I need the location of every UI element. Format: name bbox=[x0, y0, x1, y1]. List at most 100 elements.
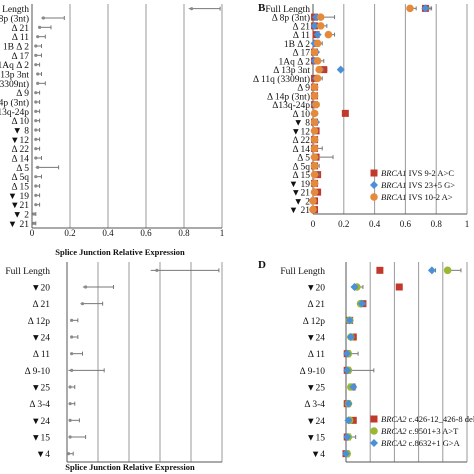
data-point bbox=[310, 135, 319, 144]
legend-label: BRCA2 c.426-12_426-8 delGTTTT bbox=[381, 414, 474, 424]
data-point bbox=[313, 39, 322, 48]
category-label: Δ 12p bbox=[28, 317, 50, 327]
data-point bbox=[309, 197, 317, 205]
data-point bbox=[357, 299, 366, 308]
data-point bbox=[84, 285, 88, 289]
x-tick-label: 0.8 bbox=[431, 219, 443, 229]
data-point bbox=[310, 21, 319, 30]
x-tick-label: 0.2 bbox=[338, 219, 349, 229]
category-label: ▼21 bbox=[291, 189, 310, 199]
data-point bbox=[443, 266, 452, 275]
data-point bbox=[36, 35, 40, 39]
data-point bbox=[345, 316, 354, 325]
category-label: Δ13q-24p bbox=[0, 108, 29, 118]
data-point bbox=[34, 119, 38, 123]
data-point bbox=[343, 433, 352, 441]
data-point bbox=[315, 65, 323, 74]
data-point bbox=[316, 13, 325, 21]
data-point bbox=[32, 212, 36, 216]
data-point bbox=[34, 175, 38, 179]
data-point bbox=[343, 366, 352, 375]
category-label: Δ 10 bbox=[293, 110, 311, 120]
legend-marker bbox=[370, 415, 378, 423]
data-point bbox=[310, 83, 319, 91]
data-point bbox=[395, 283, 403, 291]
category-label: Δ 8p (3nt) bbox=[0, 14, 29, 25]
data-point bbox=[341, 109, 349, 117]
panel-4: Full Length ▼20 Δ 21 Δ 12p ▼24 Δ 11 Δ 9-10 ▼25 Δ… bbox=[258, 259, 474, 463]
category-label: Δ 22 bbox=[293, 136, 311, 146]
data-point bbox=[190, 7, 194, 11]
category-label: Δ 14 bbox=[12, 155, 30, 165]
category-label: ▼ 21 bbox=[289, 206, 311, 216]
category-label: Δ 9-10 bbox=[25, 367, 51, 377]
data-point bbox=[70, 368, 74, 372]
category-label: ▼ 19 bbox=[8, 192, 30, 202]
data-point bbox=[36, 72, 40, 76]
data-point bbox=[324, 30, 333, 39]
category-label: 1B Δ 2 bbox=[284, 40, 310, 50]
data-point bbox=[310, 179, 319, 188]
data-point bbox=[34, 184, 38, 188]
data-point bbox=[310, 170, 319, 179]
data-point bbox=[34, 128, 38, 132]
legend-marker bbox=[370, 169, 378, 177]
data-point bbox=[310, 118, 319, 126]
data-point bbox=[34, 63, 38, 67]
data-point bbox=[80, 302, 85, 306]
category-label: Δ 9 bbox=[297, 84, 310, 94]
x-tick-label: 0.4 bbox=[369, 219, 381, 229]
data-point bbox=[316, 22, 325, 30]
data-point bbox=[36, 81, 40, 85]
data-point bbox=[68, 385, 72, 389]
legend-label: BRCA1 IVS 10-2 A> bbox=[381, 192, 453, 202]
data-point bbox=[336, 65, 345, 74]
data-point bbox=[34, 203, 38, 207]
data-point bbox=[34, 147, 38, 151]
data-point bbox=[155, 268, 159, 272]
data-point bbox=[34, 100, 38, 104]
data-point bbox=[310, 153, 319, 161]
data-point bbox=[344, 399, 353, 408]
category-label: ▼24 bbox=[306, 334, 325, 344]
data-point bbox=[68, 402, 72, 406]
data-point bbox=[34, 44, 38, 48]
category-label: ▼25 bbox=[31, 384, 50, 394]
data-point bbox=[310, 188, 319, 196]
data-point bbox=[344, 416, 353, 425]
category-label: Δ 21 bbox=[12, 24, 30, 34]
category-label: Δ 5q bbox=[293, 162, 311, 172]
data-point bbox=[34, 109, 38, 113]
data-point bbox=[34, 137, 38, 141]
category-label: Δ 22 bbox=[12, 145, 30, 155]
data-point bbox=[310, 127, 319, 135]
x-tick-label: 0.2 bbox=[64, 228, 75, 238]
data-point bbox=[406, 4, 414, 13]
data-point bbox=[32, 221, 36, 225]
category-label: ▼4 bbox=[311, 450, 325, 460]
category-label: Δ 17 bbox=[12, 52, 30, 62]
data-point bbox=[350, 283, 359, 291]
legend-label: BRCA2 c.8632+1 G>A bbox=[381, 438, 461, 448]
category-label: Δ 14 bbox=[293, 145, 311, 155]
data-point bbox=[68, 435, 72, 439]
category-label: ▼12 bbox=[291, 127, 310, 137]
category-label: Δ 5q bbox=[12, 173, 30, 183]
data-point bbox=[310, 48, 319, 56]
legend-label: BRCA1 IVS 23+5 G> bbox=[381, 180, 455, 190]
data-point bbox=[34, 53, 38, 57]
category-label: 1Aq Δ 2 bbox=[279, 57, 311, 67]
data-point bbox=[70, 335, 74, 339]
category-label: ▼25 bbox=[306, 384, 325, 394]
data-point bbox=[376, 266, 384, 274]
x-tick-label: 0 bbox=[30, 228, 35, 238]
category-label: ▼4 bbox=[36, 450, 50, 460]
category-label: Δ 12p bbox=[303, 317, 325, 327]
data-point bbox=[309, 205, 317, 214]
category-label: Δ 11 bbox=[12, 33, 29, 43]
data-point bbox=[41, 16, 46, 20]
category-label: Δ 21 bbox=[293, 22, 311, 32]
panel-letter: D bbox=[258, 259, 266, 271]
